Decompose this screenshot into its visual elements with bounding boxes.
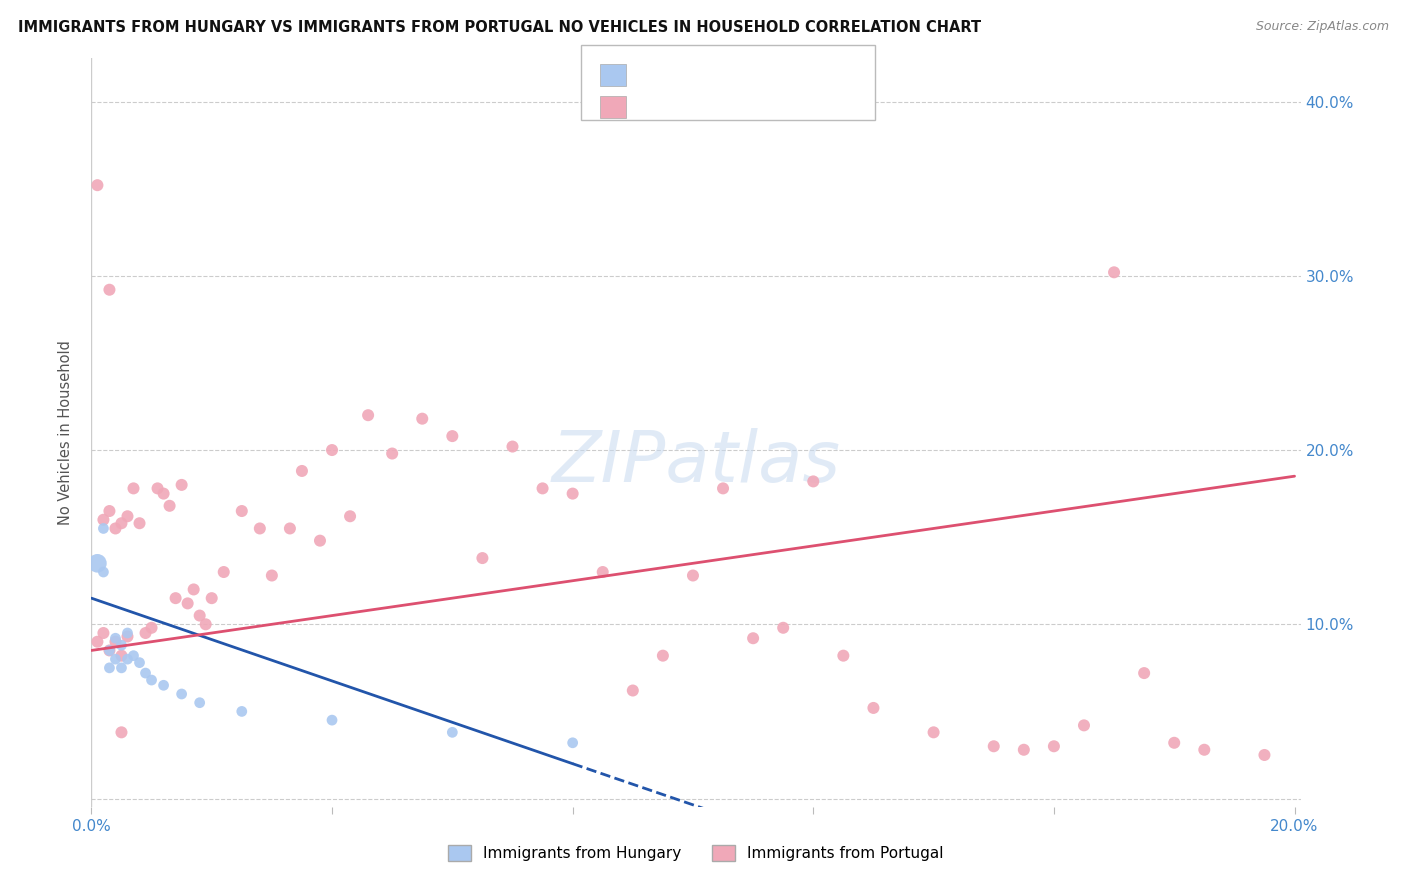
Point	[98, 643, 121, 657]
Point	[561, 736, 583, 750]
Point	[651, 648, 673, 663]
Point	[170, 687, 193, 701]
Point	[188, 608, 211, 623]
Point	[117, 509, 139, 524]
Point	[194, 617, 217, 632]
Point	[98, 661, 121, 675]
Point	[309, 533, 332, 548]
Point	[170, 478, 193, 492]
Point	[278, 521, 301, 535]
Point	[832, 648, 855, 663]
Point	[1043, 739, 1066, 754]
Point	[621, 683, 644, 698]
Point	[128, 516, 150, 531]
Point	[98, 283, 121, 297]
Point	[165, 591, 187, 606]
Point	[441, 725, 464, 739]
Text: R = -0.474   N = 22: R = -0.474 N = 22	[634, 68, 800, 82]
Point	[86, 557, 108, 571]
Point	[188, 696, 211, 710]
Point	[152, 678, 174, 692]
Text: ZIPatlas: ZIPatlas	[551, 428, 841, 497]
Point	[1133, 666, 1156, 681]
Point	[104, 652, 127, 666]
Point	[86, 178, 108, 193]
Point	[98, 643, 121, 657]
Point	[502, 440, 524, 454]
Point	[110, 725, 132, 739]
Point	[201, 591, 224, 606]
Text: IMMIGRANTS FROM HUNGARY VS IMMIGRANTS FROM PORTUGAL NO VEHICLES IN HOUSEHOLD COR: IMMIGRANTS FROM HUNGARY VS IMMIGRANTS FR…	[18, 20, 981, 35]
Point	[1194, 743, 1216, 757]
Point	[212, 565, 235, 579]
Point	[117, 630, 139, 644]
Point	[110, 638, 132, 652]
Point	[772, 621, 794, 635]
Point	[122, 482, 145, 496]
Point	[682, 568, 704, 582]
Point	[983, 739, 1005, 754]
Point	[339, 509, 361, 524]
Point	[93, 565, 115, 579]
Point	[104, 521, 127, 535]
Point	[321, 713, 343, 727]
Point	[531, 482, 554, 496]
Point	[135, 626, 157, 640]
Point	[104, 634, 127, 648]
Point	[231, 705, 253, 719]
Point	[110, 648, 132, 663]
Point	[260, 568, 283, 582]
Point	[441, 429, 464, 443]
Point	[321, 443, 343, 458]
Point	[141, 673, 163, 687]
Legend: Immigrants from Hungary, Immigrants from Portugal: Immigrants from Hungary, Immigrants from…	[441, 838, 950, 867]
Point	[471, 551, 494, 566]
Point	[711, 482, 734, 496]
Point	[93, 521, 115, 535]
Point	[93, 513, 115, 527]
Point	[922, 725, 945, 739]
Point	[128, 656, 150, 670]
Point	[152, 486, 174, 500]
Point	[411, 411, 433, 425]
Point	[1012, 743, 1035, 757]
Point	[1253, 747, 1275, 762]
Point	[93, 626, 115, 640]
Point	[742, 632, 765, 646]
Point	[110, 516, 132, 531]
Point	[104, 632, 127, 646]
Text: Source: ZipAtlas.com: Source: ZipAtlas.com	[1256, 20, 1389, 33]
Point	[592, 565, 614, 579]
Text: R =  0.196   N = 65: R = 0.196 N = 65	[634, 100, 800, 114]
Point	[357, 408, 380, 422]
Point	[1102, 265, 1125, 279]
Point	[381, 446, 404, 460]
Point	[1163, 736, 1185, 750]
Point	[231, 504, 253, 518]
Point	[146, 482, 169, 496]
Point	[122, 648, 145, 663]
Point	[561, 486, 583, 500]
Point	[135, 666, 157, 681]
Point	[291, 464, 314, 478]
Point	[176, 596, 198, 610]
Point	[159, 499, 181, 513]
Point	[183, 582, 205, 597]
Point	[86, 634, 108, 648]
Point	[110, 661, 132, 675]
Point	[117, 652, 139, 666]
Point	[801, 475, 824, 489]
Point	[98, 504, 121, 518]
Point	[117, 626, 139, 640]
Point	[1073, 718, 1095, 732]
Y-axis label: No Vehicles in Household: No Vehicles in Household	[58, 340, 73, 525]
Point	[141, 621, 163, 635]
Point	[249, 521, 271, 535]
Point	[862, 701, 884, 715]
